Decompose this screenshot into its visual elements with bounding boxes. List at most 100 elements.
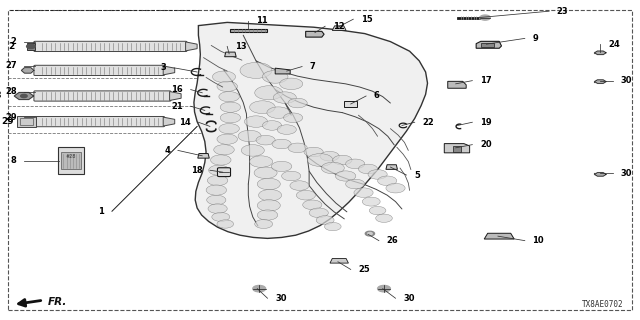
Circle shape xyxy=(316,216,334,225)
Text: 20: 20 xyxy=(480,140,492,149)
Circle shape xyxy=(296,190,316,200)
Polygon shape xyxy=(595,51,606,54)
Text: 30: 30 xyxy=(621,76,632,85)
Text: 28: 28 xyxy=(5,87,17,96)
FancyBboxPatch shape xyxy=(34,116,164,127)
Circle shape xyxy=(20,94,27,98)
Circle shape xyxy=(207,175,228,186)
Polygon shape xyxy=(306,31,324,37)
Circle shape xyxy=(273,92,296,103)
Circle shape xyxy=(208,204,227,213)
Text: 16: 16 xyxy=(172,85,183,94)
FancyBboxPatch shape xyxy=(481,43,494,47)
Text: 3: 3 xyxy=(161,63,166,72)
Circle shape xyxy=(256,135,275,145)
FancyBboxPatch shape xyxy=(58,147,84,174)
Circle shape xyxy=(282,171,301,181)
FancyBboxPatch shape xyxy=(218,168,230,177)
Polygon shape xyxy=(198,154,209,158)
Circle shape xyxy=(354,188,373,197)
Circle shape xyxy=(378,285,390,292)
Circle shape xyxy=(362,197,380,206)
Circle shape xyxy=(257,200,280,211)
Circle shape xyxy=(358,164,378,174)
Text: 8: 8 xyxy=(11,156,17,165)
Circle shape xyxy=(240,62,272,78)
Circle shape xyxy=(206,185,227,195)
Polygon shape xyxy=(14,92,33,100)
Text: FR.: FR. xyxy=(48,297,67,308)
Text: 26: 26 xyxy=(387,236,398,245)
Text: 27: 27 xyxy=(5,61,17,70)
Circle shape xyxy=(219,124,239,134)
Circle shape xyxy=(257,178,280,190)
FancyBboxPatch shape xyxy=(17,116,36,127)
Circle shape xyxy=(288,98,307,108)
Circle shape xyxy=(346,179,365,189)
FancyBboxPatch shape xyxy=(34,41,187,52)
Circle shape xyxy=(346,159,365,169)
Circle shape xyxy=(367,232,372,235)
FancyBboxPatch shape xyxy=(34,65,164,76)
Text: 30: 30 xyxy=(403,294,415,303)
Polygon shape xyxy=(186,42,197,51)
Text: 2: 2 xyxy=(11,37,17,46)
FancyBboxPatch shape xyxy=(453,146,461,152)
Circle shape xyxy=(207,195,226,205)
Circle shape xyxy=(212,212,230,221)
Text: 22: 22 xyxy=(422,118,434,127)
Polygon shape xyxy=(194,22,428,238)
Circle shape xyxy=(250,156,273,167)
Circle shape xyxy=(386,183,405,193)
Text: 24: 24 xyxy=(608,40,620,49)
Circle shape xyxy=(259,189,282,201)
Circle shape xyxy=(27,44,35,49)
Circle shape xyxy=(290,181,309,190)
Text: 13: 13 xyxy=(235,42,246,51)
Text: 18: 18 xyxy=(191,166,202,175)
Circle shape xyxy=(214,145,234,155)
Text: 30: 30 xyxy=(621,169,632,178)
Circle shape xyxy=(238,130,261,142)
Circle shape xyxy=(335,171,356,181)
Circle shape xyxy=(277,125,296,134)
Text: 25: 25 xyxy=(358,265,370,274)
Circle shape xyxy=(272,139,291,149)
Circle shape xyxy=(288,143,307,153)
Polygon shape xyxy=(595,173,606,176)
Text: 11: 11 xyxy=(256,16,268,25)
Circle shape xyxy=(241,145,264,156)
Circle shape xyxy=(271,161,292,172)
Text: 7: 7 xyxy=(310,62,316,71)
Text: 6: 6 xyxy=(374,92,380,100)
Polygon shape xyxy=(484,233,514,239)
Polygon shape xyxy=(163,117,175,126)
Text: TX8AE0702: TX8AE0702 xyxy=(582,300,624,309)
Circle shape xyxy=(304,147,323,157)
Circle shape xyxy=(262,70,288,83)
FancyBboxPatch shape xyxy=(34,91,171,101)
Text: 1: 1 xyxy=(99,207,104,216)
Circle shape xyxy=(333,155,352,165)
Circle shape xyxy=(368,170,387,179)
Text: 29: 29 xyxy=(1,117,14,126)
Text: 15: 15 xyxy=(361,15,372,24)
Circle shape xyxy=(376,214,392,222)
Polygon shape xyxy=(163,66,175,75)
Text: 27: 27 xyxy=(0,66,1,75)
Text: 5: 5 xyxy=(414,171,420,180)
Text: 19: 19 xyxy=(480,118,492,127)
Circle shape xyxy=(244,116,268,127)
Text: 4: 4 xyxy=(164,146,170,155)
FancyBboxPatch shape xyxy=(230,28,267,32)
Circle shape xyxy=(217,81,237,92)
Circle shape xyxy=(267,107,290,118)
Circle shape xyxy=(321,162,344,174)
Circle shape xyxy=(257,210,278,220)
Text: 29: 29 xyxy=(5,113,17,122)
Polygon shape xyxy=(170,92,181,100)
Polygon shape xyxy=(444,144,470,153)
Text: 23: 23 xyxy=(557,7,568,16)
Text: 12: 12 xyxy=(333,22,344,31)
Circle shape xyxy=(365,231,374,236)
